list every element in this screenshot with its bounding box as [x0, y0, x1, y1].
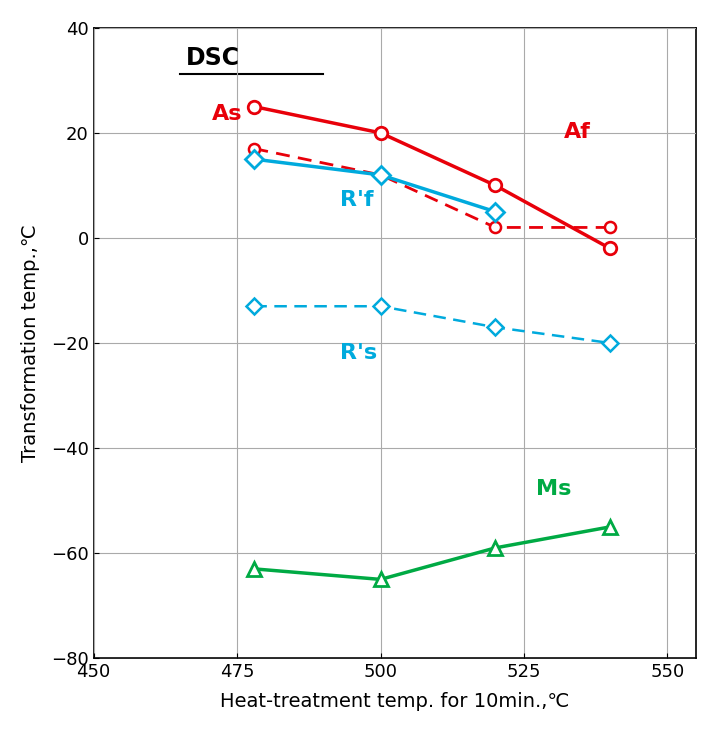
Text: R's: R's: [341, 343, 378, 363]
Text: Af: Af: [564, 122, 591, 142]
X-axis label: Heat-treatment temp. for 10min.,℃: Heat-treatment temp. for 10min.,℃: [220, 692, 569, 712]
Text: Ms: Ms: [536, 479, 571, 499]
Text: DSC: DSC: [186, 45, 239, 70]
Text: As: As: [212, 104, 243, 124]
Y-axis label: Transformation temp.,℃: Transformation temp.,℃: [21, 224, 40, 462]
Text: R'f: R'f: [341, 190, 374, 210]
